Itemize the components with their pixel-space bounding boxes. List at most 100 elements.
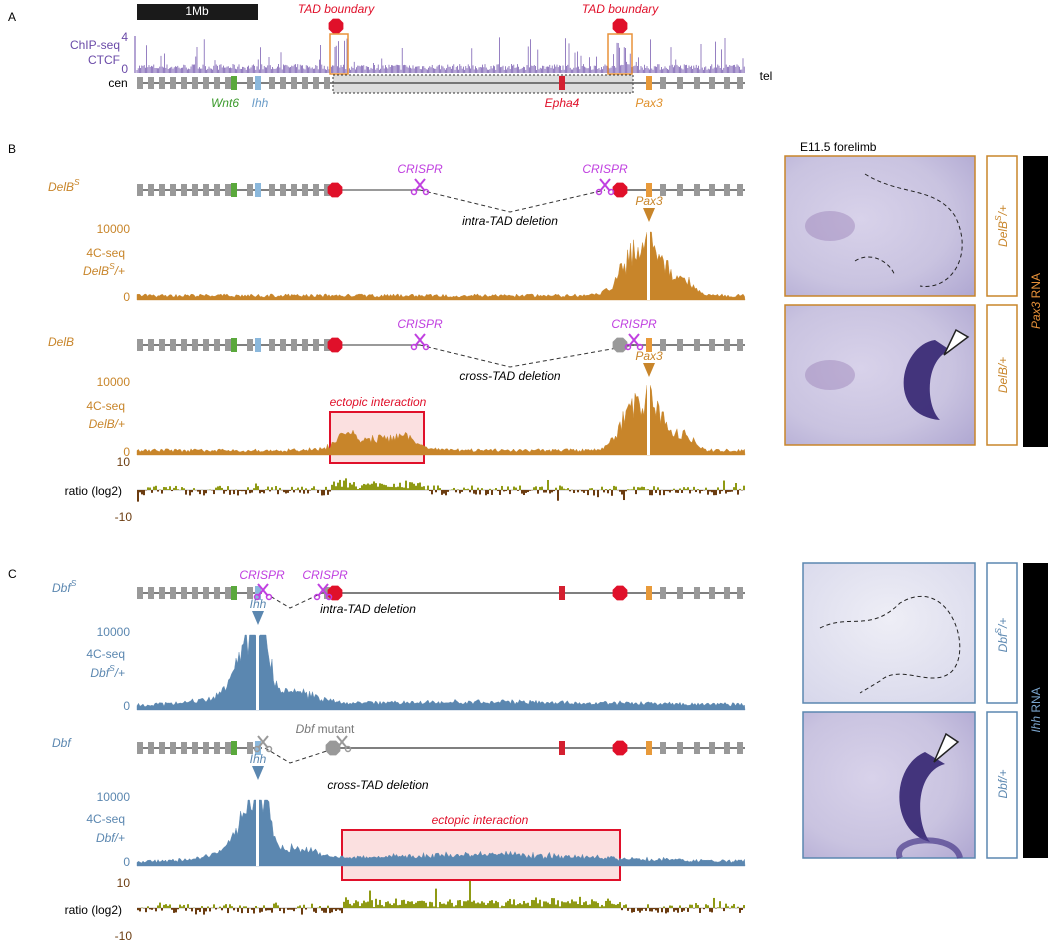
scissors	[624, 343, 632, 351]
ratio-bar	[241, 490, 243, 492]
gene	[677, 184, 683, 196]
ratio-bar	[203, 490, 205, 496]
ratio-bar	[469, 880, 471, 908]
ratio-bar	[519, 903, 521, 908]
sample-label: DelB/+	[89, 417, 125, 431]
ratio-bar	[349, 482, 351, 490]
ratio-bar	[231, 906, 233, 908]
gene	[203, 184, 209, 196]
gene	[214, 77, 220, 89]
ratio-bar	[553, 898, 555, 908]
ratio-bar	[595, 901, 597, 908]
ctcf-site	[328, 18, 344, 34]
label: DelB	[48, 335, 74, 349]
ratio-bar	[237, 490, 239, 496]
gene	[660, 587, 666, 599]
ratio-bar	[613, 485, 615, 490]
ratio-bar	[229, 904, 231, 908]
gene	[192, 339, 198, 351]
ratio-bar	[543, 901, 545, 908]
ratio-bar	[305, 908, 307, 910]
ratio-bar	[499, 490, 501, 495]
deletion-label: intra-TAD deletion	[462, 214, 558, 228]
label-part: DelB	[996, 221, 1010, 247]
ratio-bar	[417, 901, 419, 908]
ratio-bar	[539, 486, 541, 490]
ratio-bar	[389, 486, 391, 490]
ratio-bar	[177, 489, 179, 490]
ratio-bar	[561, 901, 563, 908]
gene	[170, 77, 176, 89]
ratio-bar	[485, 904, 487, 908]
ratio-bar	[549, 490, 551, 494]
gene	[737, 339, 743, 351]
ratio-bar	[215, 908, 217, 910]
ratio-bar	[171, 490, 173, 492]
ratio-bar	[727, 490, 729, 492]
ratio-bar	[455, 905, 457, 908]
ctcf-site	[327, 585, 343, 601]
scale-bar	[137, 4, 258, 20]
ratio-bar	[535, 486, 537, 490]
ratio-bar	[633, 486, 635, 490]
ratio-bar	[409, 901, 411, 908]
ratio-bar	[483, 902, 485, 908]
ratio-bar	[689, 904, 691, 908]
ratio-bar	[485, 490, 487, 496]
ratio-bar	[457, 900, 459, 908]
ratio-bar	[153, 486, 155, 490]
ratio-bar	[229, 490, 231, 495]
ratio-bar	[707, 905, 709, 908]
ratio-bar	[199, 490, 201, 495]
ratio-bar	[187, 904, 189, 908]
sample-label: Dbf/+	[96, 831, 125, 845]
gene	[324, 184, 330, 196]
label-part: S	[71, 578, 77, 588]
ratio-bar	[339, 479, 341, 490]
ratio-bar	[147, 906, 149, 908]
ratio-bar	[603, 906, 605, 908]
ratio-bar	[333, 481, 335, 490]
gene	[559, 586, 565, 600]
ratio-bar	[515, 487, 517, 490]
gene	[231, 183, 237, 197]
ratio-bar	[251, 490, 253, 493]
ratio-bar	[415, 485, 417, 490]
ratio-bar	[299, 905, 301, 908]
ratio-bar	[621, 490, 623, 495]
label: 4C-seq	[86, 812, 125, 826]
ratio-bar	[673, 908, 675, 912]
ratio-bar	[325, 486, 327, 490]
ratio-bar	[335, 486, 337, 490]
ratio-bar	[621, 908, 623, 911]
ratio-bar	[275, 486, 277, 490]
ratio-bar	[525, 490, 527, 493]
ratio-bar	[625, 490, 627, 492]
ratio-bar	[313, 486, 315, 490]
viewpoint-gap	[256, 798, 259, 866]
ratio-bar	[699, 490, 701, 494]
gene	[324, 339, 330, 351]
ratio-bar	[737, 490, 739, 495]
gene	[280, 339, 286, 351]
ratio-bar	[241, 908, 243, 914]
ratio-bar	[725, 490, 727, 494]
ratio-bar	[295, 908, 297, 909]
ratio-bar	[695, 490, 697, 493]
panel-letter: A	[8, 10, 16, 24]
ratio-bar	[441, 490, 443, 495]
ratio-bar	[433, 906, 435, 908]
gene	[694, 742, 700, 754]
ratio-bar	[599, 906, 601, 908]
ratio-bar	[179, 904, 181, 908]
ratio-bar	[447, 490, 449, 492]
gene	[231, 741, 237, 755]
ratio-bar	[563, 488, 565, 490]
ratio-bar	[565, 489, 567, 490]
ratio-bar	[611, 490, 613, 496]
gene	[203, 742, 209, 754]
ratio-bar	[197, 490, 199, 492]
ratio-bar	[193, 488, 195, 490]
ratio-bar	[151, 908, 153, 910]
gene-label: Wnt6	[211, 96, 239, 110]
